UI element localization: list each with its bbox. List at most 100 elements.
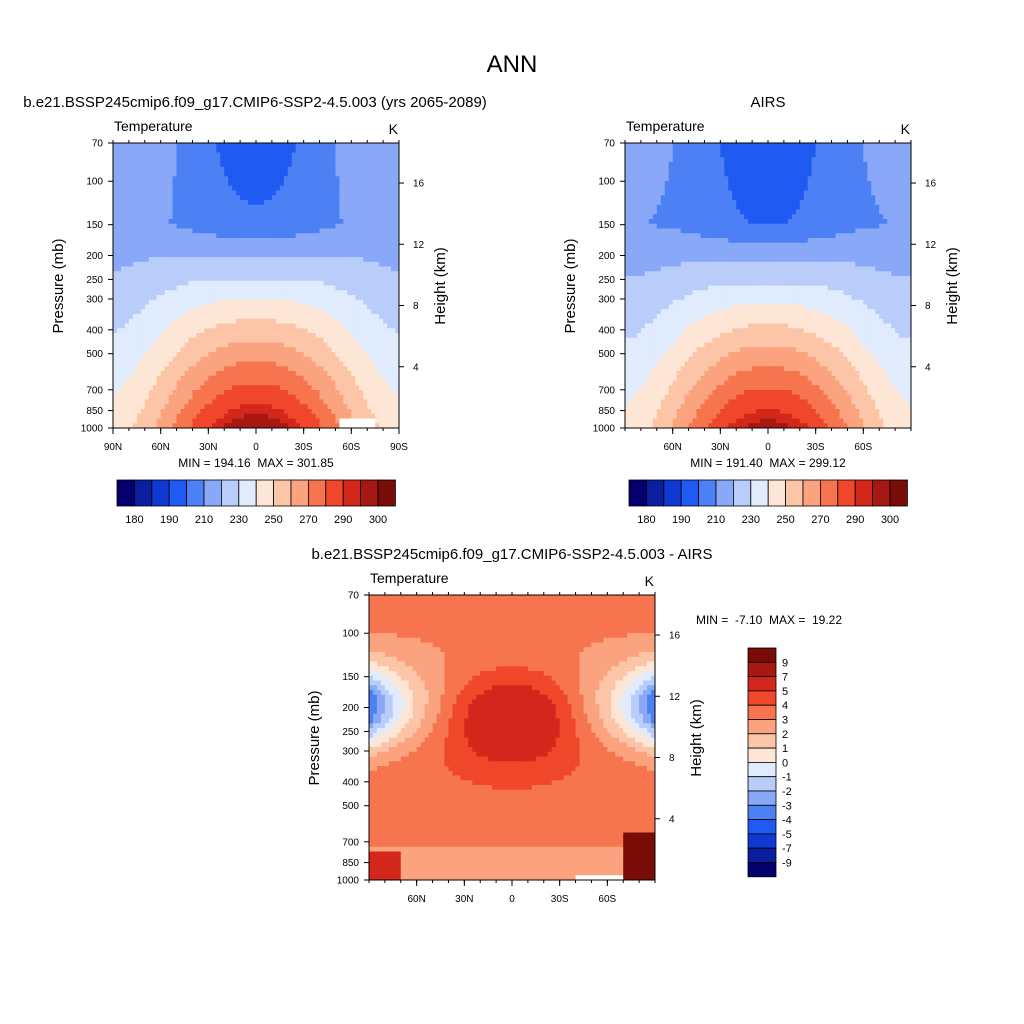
contour-cell bbox=[363, 190, 368, 196]
colorbar-swatch bbox=[325, 479, 344, 507]
contour-cell bbox=[363, 352, 368, 358]
contour-cell bbox=[267, 404, 273, 410]
contour-cell bbox=[395, 209, 399, 215]
contour-cell bbox=[283, 375, 289, 382]
contour-cell bbox=[383, 147, 388, 154]
contour-cell bbox=[327, 323, 333, 329]
contour-cell bbox=[351, 409, 356, 415]
contour-cell bbox=[164, 423, 170, 428]
contour-cell bbox=[291, 204, 297, 211]
contour-cell bbox=[220, 185, 225, 192]
contour-cell bbox=[331, 190, 337, 196]
contour-cell bbox=[636, 214, 642, 220]
contour-cell bbox=[311, 147, 317, 154]
contour-cell bbox=[244, 385, 249, 391]
contour-cell bbox=[168, 171, 174, 177]
contour-cell bbox=[144, 152, 150, 158]
contour-cell bbox=[240, 380, 245, 386]
contour-cell bbox=[625, 162, 630, 168]
contour-cell bbox=[319, 271, 325, 277]
contour-cell bbox=[640, 152, 646, 158]
contour-cell bbox=[236, 185, 241, 192]
contour-cell bbox=[200, 385, 205, 391]
contour-cell bbox=[395, 295, 399, 301]
contour-cell bbox=[132, 171, 138, 177]
contour-cell bbox=[291, 276, 297, 282]
contour-cell bbox=[371, 385, 376, 391]
contour-cell bbox=[220, 181, 225, 187]
contour-cell bbox=[176, 314, 182, 320]
contour-cell bbox=[248, 238, 253, 244]
contour-cell bbox=[656, 399, 662, 405]
contour-cell bbox=[331, 366, 337, 372]
contour-cell bbox=[339, 423, 344, 428]
contour-cell bbox=[640, 342, 646, 348]
contour-cell bbox=[271, 328, 277, 334]
contour-cell bbox=[160, 385, 166, 391]
contour-cell bbox=[371, 176, 376, 182]
contour-cell bbox=[632, 423, 638, 428]
contour-cell bbox=[160, 219, 166, 225]
contour-cell bbox=[204, 337, 209, 344]
contour-cell bbox=[168, 290, 174, 296]
contour-cell bbox=[176, 409, 182, 415]
contour-cell bbox=[184, 304, 190, 310]
contour-cell bbox=[375, 314, 380, 320]
contour-cell bbox=[120, 280, 126, 287]
contour-cell bbox=[343, 299, 348, 306]
contour-cell bbox=[140, 295, 146, 301]
contour-cell bbox=[343, 375, 348, 382]
contour-cell bbox=[164, 333, 170, 339]
contour-cell bbox=[395, 390, 399, 396]
contour-cell bbox=[224, 252, 229, 258]
contour-cell bbox=[299, 347, 305, 353]
contour-cell bbox=[375, 394, 380, 401]
contour-cell bbox=[152, 171, 158, 177]
contour-cell bbox=[323, 328, 329, 334]
contour-cell bbox=[359, 190, 364, 196]
contour-cell bbox=[232, 261, 237, 268]
contour-cell bbox=[184, 214, 190, 220]
contour-cell bbox=[140, 162, 146, 168]
contour-cell bbox=[184, 295, 190, 301]
contour-cell bbox=[275, 157, 281, 163]
contour-cell bbox=[204, 233, 209, 239]
contour-cell bbox=[656, 318, 662, 325]
contour-cell bbox=[244, 190, 249, 196]
contour-cell bbox=[120, 285, 126, 291]
contour-cell bbox=[267, 280, 273, 287]
contour-cell bbox=[244, 195, 249, 201]
contour-cell bbox=[339, 285, 344, 291]
contour-cell bbox=[124, 318, 130, 325]
contour-cell bbox=[240, 252, 245, 258]
contour-cell bbox=[363, 233, 368, 239]
contour-cell bbox=[644, 423, 650, 428]
contour-cell bbox=[252, 290, 257, 296]
contour-cell bbox=[200, 181, 205, 187]
contour-cell bbox=[283, 209, 289, 215]
contour-cell bbox=[120, 271, 126, 277]
contour-field bbox=[113, 143, 399, 428]
contour-cell bbox=[351, 333, 356, 339]
contour-cell bbox=[291, 352, 297, 358]
contour-cell bbox=[363, 266, 368, 272]
contour-cell bbox=[248, 314, 253, 320]
contour-cell bbox=[640, 380, 646, 386]
contour-cell bbox=[148, 409, 154, 415]
contour-cell bbox=[256, 356, 261, 363]
contour-cell bbox=[379, 143, 384, 149]
min-max-stats: MIN = 194.16 MAX = 301.85 bbox=[178, 456, 334, 470]
contour-cell bbox=[120, 200, 126, 206]
contour-cell bbox=[144, 185, 150, 192]
contour-cell bbox=[391, 385, 396, 391]
contour-cell bbox=[391, 271, 396, 277]
contour-cell bbox=[351, 200, 356, 206]
contour-cell bbox=[120, 195, 126, 201]
contour-cell bbox=[252, 390, 257, 396]
contour-cell bbox=[136, 323, 142, 329]
contour-cell bbox=[648, 356, 654, 363]
contour-cell bbox=[367, 342, 372, 348]
contour-cell bbox=[160, 333, 166, 339]
contour-cell bbox=[168, 276, 174, 282]
